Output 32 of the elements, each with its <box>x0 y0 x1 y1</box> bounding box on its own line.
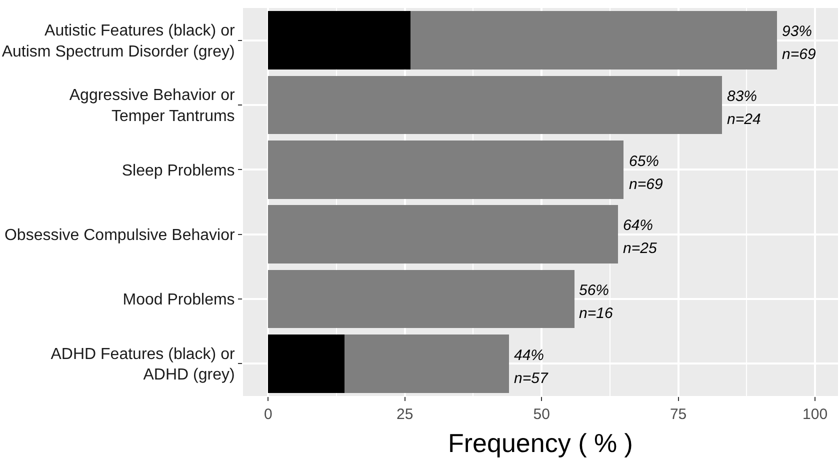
annotation: n=69 <box>629 176 664 193</box>
annotation: 64% <box>623 217 654 234</box>
x-tick-label: 25 <box>396 406 414 423</box>
bar <box>268 76 722 134</box>
x-tick-label: 0 <box>264 406 272 423</box>
y-tick-label: Sleep Problems <box>122 162 235 180</box>
annotation: n=57 <box>514 370 548 387</box>
annotation: 44% <box>514 347 544 364</box>
x-tick-label: 50 <box>533 406 550 423</box>
x-axis-title: Frequency ( % ) <box>448 428 633 458</box>
y-tick-label: Mood Problems <box>122 292 235 309</box>
annotation: n=24 <box>727 111 761 128</box>
bar <box>268 270 574 328</box>
annotation: 56% <box>579 282 610 299</box>
x-tick-label: 75 <box>670 406 687 423</box>
annotation: n=69 <box>782 46 816 63</box>
annotation: 93% <box>782 23 812 40</box>
annotation: 83% <box>727 88 758 105</box>
y-tick-label: ADHD Features (black) or ADHD (grey) <box>50 346 236 384</box>
annotation: 65% <box>629 153 660 170</box>
x-tick-label: 100 <box>802 406 828 423</box>
y-tick-label: Aggressive Behavior or Temper Tantrums <box>69 87 236 125</box>
bar <box>268 140 624 199</box>
bar <box>344 334 509 393</box>
y-tick-label: Autistic Features (black) or Autism Spectrum Disorder (grey) <box>2 22 236 60</box>
annotation: n=16 <box>579 305 614 322</box>
bar <box>268 11 410 70</box>
bar <box>410 11 777 70</box>
bar <box>268 334 345 393</box>
annotation: n=25 <box>623 240 658 257</box>
bar <box>268 205 618 264</box>
y-tick-label: Obsessive Compulsive Behavior <box>4 226 236 244</box>
